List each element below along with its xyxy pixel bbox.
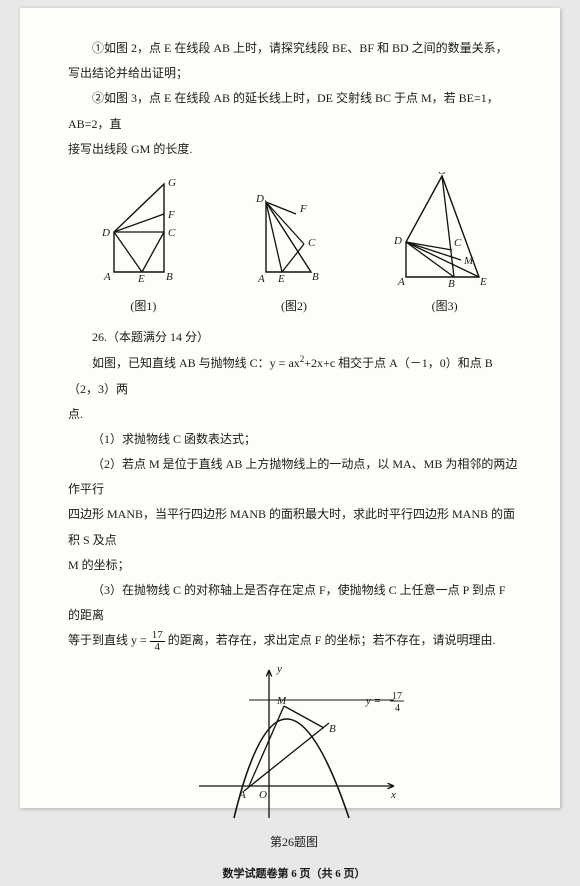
svg-text:17: 17 xyxy=(392,691,402,702)
figure-row: ABEDCFG AEBDCF ABEDGCM xyxy=(68,172,520,292)
q26-p4b: 等于到直线 y = 174 的距离，若存在，求出定点 F 的坐标；若不存在，请说… xyxy=(68,628,520,653)
frac-den: 4 xyxy=(150,642,165,653)
q26-p1a: 如图，已知直线 AB 与抛物线 C：y = ax xyxy=(92,356,300,370)
q26-p3b: 四边形 MANB，当平行四边形 MANB 的面积最大时，求此时平行四边形 MAN… xyxy=(68,502,520,552)
svg-text:G: G xyxy=(168,177,176,189)
svg-text:C: C xyxy=(168,227,176,239)
fig3-caption: (图3) xyxy=(432,294,458,319)
line-1: ①如图 2，点 E 在线段 AB 上时，请探究线段 BE、BF 和 BD 之间的… xyxy=(68,36,520,61)
svg-text:E: E xyxy=(479,276,487,288)
q26-number: 26.（本题满分 14 分） xyxy=(68,325,520,350)
fig1-caption: (图1) xyxy=(130,294,156,319)
q26-p4b-pre: 等于到直线 y = xyxy=(68,633,150,647)
svg-text:A: A xyxy=(103,271,111,282)
svg-text:B: B xyxy=(166,271,173,282)
fraction-17-4: 174 xyxy=(150,630,165,653)
svg-text:B: B xyxy=(312,271,319,282)
svg-text:B: B xyxy=(448,278,455,290)
q26-p1: 如图，已知直线 AB 与抛物线 C：y = ax2+2x+c 相交于点 A（－1… xyxy=(68,350,520,401)
svg-text:y =: y = xyxy=(365,695,381,707)
svg-text:A: A xyxy=(257,273,265,282)
svg-text:B: B xyxy=(329,723,336,735)
svg-text:M: M xyxy=(276,695,287,707)
main-figure: y = 174 Ox y A B M xyxy=(68,658,520,828)
fig2-caption: (图2) xyxy=(281,294,307,319)
svg-text:F: F xyxy=(167,209,175,221)
q26-p3c: M 的坐标； xyxy=(68,553,520,578)
q26-p4a: （3）在抛物线 C 的对称轴上是否存在定点 F，使抛物线 C 上任意一点 P 到… xyxy=(68,578,520,628)
svg-text:D: D xyxy=(255,193,264,205)
exam-page: ①如图 2，点 E 在线段 AB 上时，请探究线段 BE、BF 和 BD 之间的… xyxy=(20,8,560,808)
svg-text:y: y xyxy=(276,663,282,675)
q26-p4b-post: 的距离，若存在，求出定点 F 的坐标；若不存在，请说明理由. xyxy=(165,633,496,647)
svg-text:M: M xyxy=(463,255,474,267)
q26-p3a: （2）若点 M 是位于直线 AB 上方抛物线上的一动点，以 MA、MB 为相邻的… xyxy=(68,452,520,502)
line-3: ②如图 3，点 E 在线段 AB 的延长线上时，DE 交射线 BC 于点 M，若… xyxy=(68,86,520,136)
svg-text:E: E xyxy=(277,273,285,282)
main-figure-caption: 第26题图 xyxy=(68,830,520,855)
figure-captions: (图1) (图2) (图3) xyxy=(68,294,520,319)
svg-text:4: 4 xyxy=(395,703,400,714)
figure-1: A B E D CF G xyxy=(94,172,184,292)
figure-2: A E B D C F xyxy=(236,172,331,292)
svg-text:C: C xyxy=(454,237,462,249)
svg-text:E: E xyxy=(137,273,145,282)
svg-text:A: A xyxy=(238,789,246,801)
svg-text:A: A xyxy=(397,276,405,288)
svg-text:O: O xyxy=(259,789,267,801)
svg-text:x: x xyxy=(390,789,396,801)
q26-p2: （1）求抛物线 C 函数表达式； xyxy=(68,427,520,452)
svg-text:C: C xyxy=(308,237,316,249)
line-2: 写出结论并给出证明； xyxy=(68,61,520,86)
svg-text:G: G xyxy=(438,172,446,177)
svg-text:D: D xyxy=(101,227,110,239)
figure-3: A B E D G CM xyxy=(384,172,494,292)
line-4: 接写出线段 GM 的长度. xyxy=(68,137,520,162)
page-footer: 数学试题卷第 6 页（共 6 页） xyxy=(68,863,520,886)
svg-text:D: D xyxy=(393,235,402,247)
svg-text:F: F xyxy=(299,203,307,215)
q26-p1c: 点. xyxy=(68,402,520,427)
